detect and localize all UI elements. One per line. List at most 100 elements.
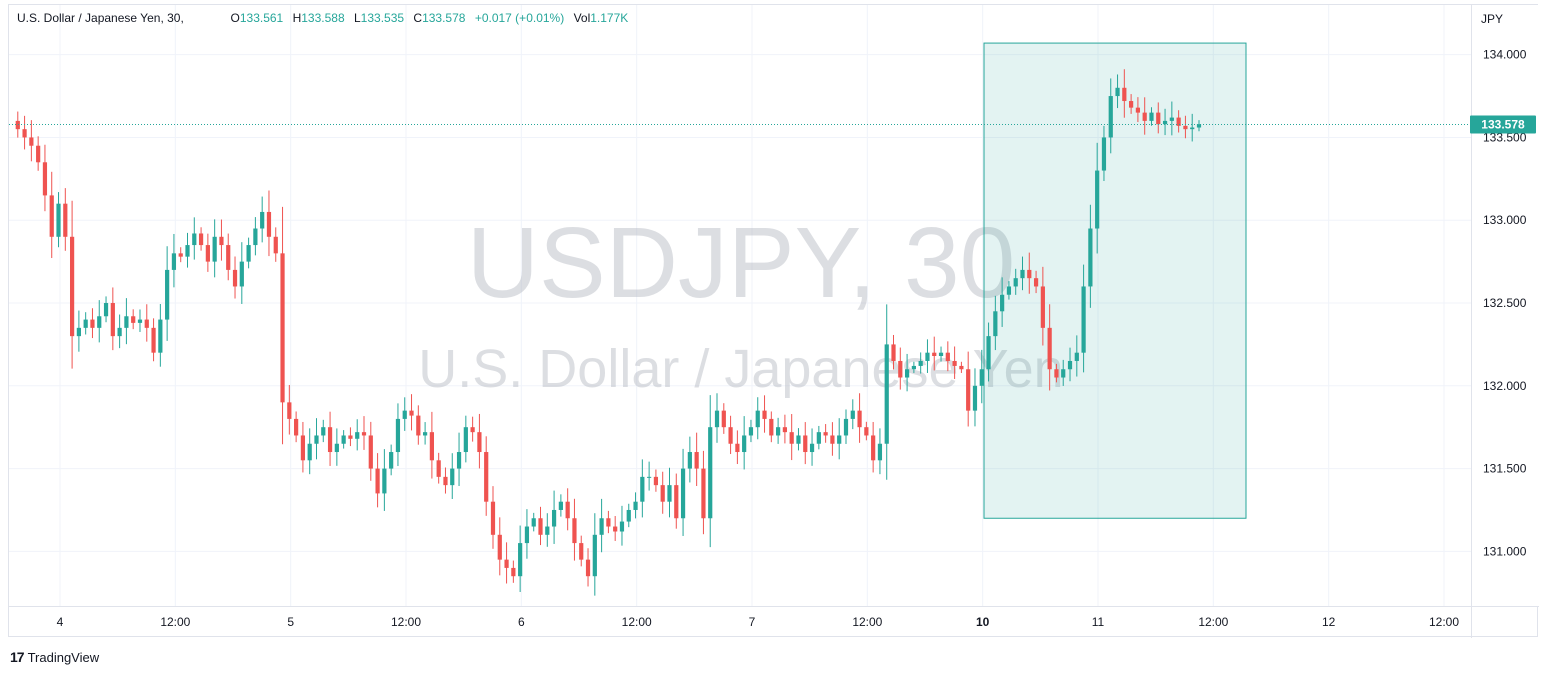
candlestick: [728, 415, 733, 455]
legend: U.S. Dollar / Japanese Yen, 30, O133.561…: [17, 11, 629, 25]
candlestick: [395, 403, 401, 467]
price-axis-label: 133.500: [1483, 130, 1527, 144]
candle-body: [606, 518, 611, 527]
price-axis-label: 134.000: [1483, 48, 1527, 62]
candle-body: [334, 443, 339, 453]
candle-body: [273, 236, 278, 254]
candlestick: [165, 246, 170, 341]
candle-body: [884, 344, 889, 444]
candle-body: [192, 233, 197, 246]
candlestick: [1054, 363, 1059, 383]
candlestick: [402, 397, 407, 431]
candle-body: [49, 195, 54, 237]
candle-body: [762, 410, 767, 419]
candle-body: [932, 352, 937, 356]
candle-body: [198, 233, 204, 246]
candle-body: [90, 319, 95, 328]
candlestick: [232, 256, 238, 299]
candlestick: [660, 471, 665, 514]
candle-body: [721, 410, 726, 428]
time-axis-label: 10: [976, 615, 990, 629]
candlestick: [1081, 264, 1086, 373]
candle-body: [728, 427, 733, 444]
last-price-badge: [1470, 115, 1536, 134]
candlestick: [742, 416, 747, 470]
candlestick: [76, 310, 81, 352]
candle-body: [1135, 107, 1141, 113]
candle-body: [355, 432, 360, 439]
candlestick: [1162, 108, 1168, 136]
candle-body: [300, 435, 306, 461]
candlestick: [708, 395, 713, 548]
candle-body: [952, 360, 957, 366]
candle-body: [36, 145, 41, 163]
candle-body: [1020, 269, 1025, 279]
chart-canvas[interactable]: USDJPY, 30 U.S. Dollar / Japanese Yen JP…: [9, 5, 1539, 638]
candle-body: [327, 427, 333, 453]
chart-frame[interactable]: USDJPY, 30 U.S. Dollar / Japanese Yen JP…: [8, 4, 1539, 638]
candlestick: [966, 351, 971, 427]
candle-body: [524, 526, 530, 544]
candlestick: [42, 144, 48, 212]
candle-body: [42, 162, 48, 196]
candle-body: [986, 336, 991, 370]
candle-body: [680, 468, 686, 519]
candlestick: [1013, 268, 1018, 295]
candle-body: [592, 534, 597, 577]
candle-body: [843, 418, 849, 436]
candlestick: [307, 428, 312, 475]
candlestick: [647, 461, 652, 491]
candlestick: [1156, 102, 1161, 134]
candle-body: [572, 518, 577, 544]
candle-body: [103, 303, 109, 317]
time-axis-label: 11: [1092, 615, 1105, 629]
candle-body: [647, 476, 652, 478]
candlestick: [1101, 125, 1107, 181]
candlestick: [192, 217, 197, 260]
candlestick: [416, 405, 421, 445]
candle-body: [565, 501, 570, 519]
candle-body: [1115, 87, 1120, 97]
legend-low-value: 133.535: [360, 11, 405, 25]
candlestick: [803, 422, 808, 465]
candlestick: [884, 304, 889, 480]
time-axis-label: 12:00: [391, 615, 421, 629]
tradingview-attribution[interactable]: 17 TradingView: [10, 649, 99, 665]
candle-body: [864, 427, 869, 436]
candlestick: [144, 304, 149, 342]
price-axis-label: 131.500: [1483, 462, 1527, 476]
candlestick: [816, 425, 821, 450]
time-axis-label: 6: [518, 615, 525, 629]
candle-body: [613, 526, 618, 532]
time-axis-label: 4: [57, 615, 64, 629]
candlestick: [171, 233, 177, 288]
candlestick: [809, 428, 815, 466]
candle-body: [708, 427, 713, 519]
candlestick: [477, 413, 482, 469]
price-axis-background[interactable]: [1472, 5, 1539, 606]
price-axis-label: 131.000: [1483, 544, 1527, 558]
candlestick: [613, 516, 618, 541]
candlestick: [782, 414, 788, 444]
candle-body: [63, 203, 68, 237]
price-axis-label: 132.500: [1483, 296, 1527, 310]
candle-body: [131, 316, 136, 323]
candlestick: [158, 304, 163, 367]
candlestick: [294, 411, 299, 443]
candlestick: [545, 513, 550, 547]
legend-symbol-name[interactable]: U.S. Dollar / Japanese Yen: [17, 11, 161, 25]
candlestick: [456, 432, 462, 487]
legend-high-label: H: [292, 11, 302, 25]
candlestick: [226, 233, 231, 281]
candlestick: [796, 428, 801, 451]
candle-body: [1074, 352, 1079, 361]
candle-body: [918, 360, 923, 366]
candle-body: [395, 418, 401, 453]
candle-body: [1047, 327, 1052, 370]
candle-body: [1196, 124, 1202, 128]
candlestick: [239, 242, 244, 304]
candlestick: [735, 430, 740, 465]
legend-interval[interactable]: 30: [167, 11, 181, 25]
candlestick: [986, 322, 991, 382]
candlestick: [857, 393, 862, 443]
